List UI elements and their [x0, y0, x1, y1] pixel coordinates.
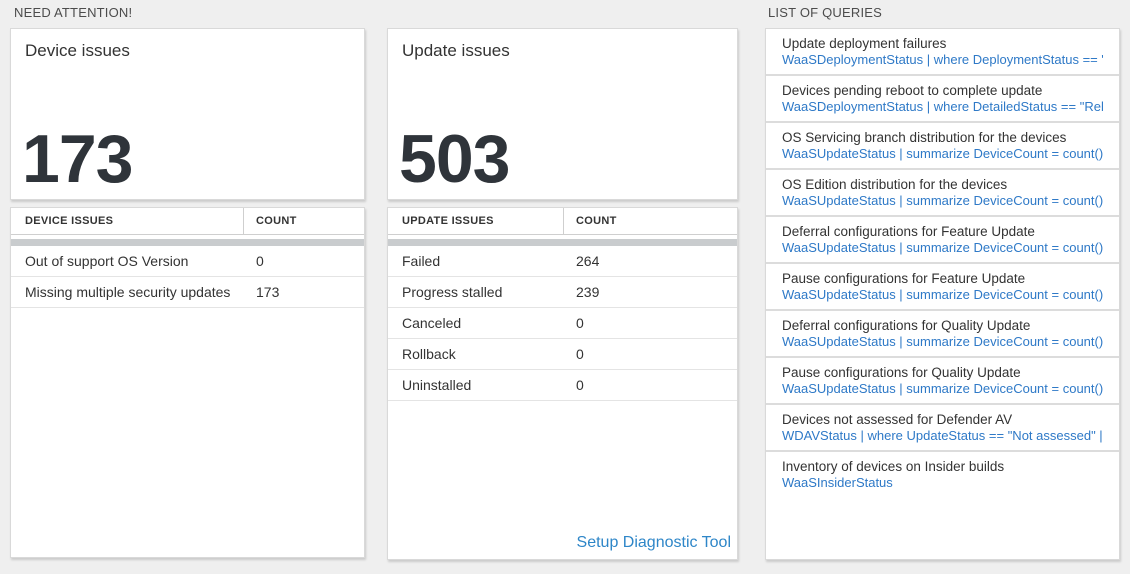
- device-table-header-count-cell: COUNT: [244, 208, 364, 234]
- update-table-header-issue-label: UPDATE ISSUES: [402, 215, 494, 227]
- update-issues-count: 503: [399, 121, 510, 198]
- query-list-item[interactable]: Deferral configurations for Quality Upda…: [766, 311, 1119, 358]
- query-text: WaaSUpdateStatus | summarize DeviceCount…: [782, 146, 1103, 161]
- issue-label-cell: Progress stalled: [402, 284, 503, 300]
- query-title: Update deployment failures: [782, 36, 947, 51]
- query-text: WaaSUpdateStatus | summarize DeviceCount…: [782, 193, 1103, 208]
- device-table-header-issue-cell: DEVICE ISSUES: [11, 208, 244, 234]
- device-issues-tile[interactable]: Device issues 173: [10, 28, 365, 200]
- update-table-scrollbar[interactable]: [388, 239, 737, 246]
- query-list-item[interactable]: Pause configurations for Feature Update …: [766, 264, 1119, 311]
- issue-label-cell: Rollback: [402, 346, 456, 362]
- query-text: WDAVStatus | where UpdateStatus == "Not …: [782, 428, 1103, 443]
- device-issues-title: Device issues: [25, 41, 130, 60]
- query-text: WaaSUpdateStatus | summarize DeviceCount…: [782, 334, 1103, 349]
- update-table-header-count-cell: COUNT: [564, 208, 737, 234]
- update-table-header-row: UPDATE ISSUES COUNT: [388, 208, 737, 235]
- query-text: WaaSUpdateStatus | summarize DeviceCount…: [782, 381, 1103, 396]
- issue-count-cell: 0: [576, 315, 584, 331]
- table-row[interactable]: Out of support OS Version 0: [11, 246, 364, 277]
- query-title: Devices pending reboot to complete updat…: [782, 83, 1043, 98]
- update-table-header-count-label: COUNT: [576, 215, 617, 227]
- issue-label-cell: Missing multiple security updates: [25, 284, 231, 300]
- query-list-item[interactable]: OS Edition distribution for the devices …: [766, 170, 1119, 217]
- device-issues-count: 173: [22, 121, 133, 198]
- update-table-header-issue-cell: UPDATE ISSUES: [388, 208, 564, 234]
- table-row[interactable]: Uninstalled 0: [388, 370, 737, 401]
- device-table-body: Out of support OS Version 0 Missing mult…: [11, 246, 364, 308]
- query-title: OS Servicing branch distribution for the…: [782, 130, 1067, 145]
- issue-label-cell: Out of support OS Version: [25, 253, 189, 269]
- issue-count-cell: 0: [576, 346, 584, 362]
- query-title: Devices not assessed for Defender AV: [782, 412, 1013, 427]
- issue-count-cell: 0: [576, 377, 584, 393]
- query-title: Pause configurations for Feature Update: [782, 271, 1026, 286]
- table-row[interactable]: Failed 264: [388, 246, 737, 277]
- table-row[interactable]: Progress stalled 239: [388, 277, 737, 308]
- update-issues-title: Update issues: [402, 41, 510, 60]
- query-text: WaaSInsiderStatus: [782, 475, 893, 490]
- device-table-header-issue-label: DEVICE ISSUES: [25, 215, 114, 227]
- issue-label-cell: Canceled: [402, 315, 462, 331]
- query-title: OS Edition distribution for the devices: [782, 177, 1008, 192]
- query-text: WaaSDeploymentStatus | where DeploymentS…: [782, 52, 1103, 67]
- query-text: WaaSUpdateStatus | summarize DeviceCount…: [782, 287, 1103, 302]
- issue-count-cell: 239: [576, 284, 600, 300]
- issue-count-cell: 173: [256, 284, 280, 300]
- query-title: Deferral configurations for Quality Upda…: [782, 318, 1031, 333]
- device-table-scrollbar[interactable]: [11, 239, 364, 246]
- query-list-item[interactable]: Deferral configurations for Feature Upda…: [766, 217, 1119, 264]
- update-issues-tile[interactable]: Update issues 503: [387, 28, 738, 200]
- query-title: Pause configurations for Quality Update: [782, 365, 1021, 380]
- list-of-queries-panel: Update deployment failures WaaSDeploymen…: [765, 28, 1120, 560]
- update-issues-table: UPDATE ISSUES COUNT Failed 264 Progress …: [387, 207, 738, 560]
- list-of-queries-section-label: LIST OF QUERIES: [768, 5, 883, 20]
- issue-count-cell: 0: [256, 253, 264, 269]
- table-row[interactable]: Missing multiple security updates 173: [11, 277, 364, 308]
- issue-label-cell: Uninstalled: [402, 377, 472, 393]
- issue-label-cell: Failed: [402, 253, 441, 269]
- query-list-item[interactable]: OS Servicing branch distribution for the…: [766, 123, 1119, 170]
- query-list-item[interactable]: Devices not assessed for Defender AV WDA…: [766, 405, 1119, 452]
- update-table-body: Failed 264 Progress stalled 239 Canceled…: [388, 246, 737, 401]
- query-list-item[interactable]: Update deployment failures WaaSDeploymen…: [766, 29, 1119, 76]
- query-list: Update deployment failures WaaSDeploymen…: [766, 29, 1119, 497]
- table-row[interactable]: Canceled 0: [388, 308, 737, 339]
- query-list-item[interactable]: Pause configurations for Quality Update …: [766, 358, 1119, 405]
- query-list-item[interactable]: Inventory of devices on Insider builds W…: [766, 452, 1119, 497]
- table-row[interactable]: Rollback 0: [388, 339, 737, 370]
- need-attention-section-label: NEED ATTENTION!: [14, 5, 133, 20]
- query-title: Inventory of devices on Insider builds: [782, 459, 1005, 474]
- query-list-item[interactable]: Devices pending reboot to complete updat…: [766, 76, 1119, 123]
- issue-count-cell: 264: [576, 253, 600, 269]
- setup-diagnostic-tool-link[interactable]: Setup Diagnostic Tool: [576, 534, 731, 551]
- device-issues-table: DEVICE ISSUES COUNT Out of support OS Ve…: [10, 207, 365, 558]
- query-text: WaaSUpdateStatus | summarize DeviceCount…: [782, 240, 1103, 255]
- device-table-header-row: DEVICE ISSUES COUNT: [11, 208, 364, 235]
- device-table-header-count-label: COUNT: [256, 215, 297, 227]
- query-title: Deferral configurations for Feature Upda…: [782, 224, 1035, 239]
- query-text: WaaSDeploymentStatus | where DetailedSta…: [782, 99, 1103, 114]
